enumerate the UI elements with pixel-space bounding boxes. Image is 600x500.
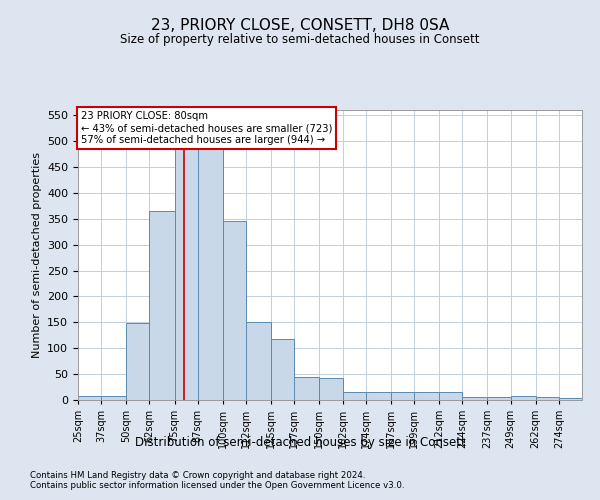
Bar (559, 398, 582, 400)
Bar (223, 222, 246, 400)
Bar (149, 211, 175, 400)
Bar (271, 339, 294, 400)
Bar (294, 376, 319, 400)
Bar (78, 396, 101, 400)
Text: 23, PRIORY CLOSE, CONSETT, DH8 0SA: 23, PRIORY CLOSE, CONSETT, DH8 0SA (151, 18, 449, 32)
Bar (246, 322, 271, 400)
Bar (126, 324, 149, 400)
Text: Contains HM Land Registry data © Crown copyright and database right 2024.
Contai: Contains HM Land Registry data © Crown c… (30, 470, 404, 490)
Text: 23 PRIORY CLOSE: 80sqm
← 43% of semi-detached houses are smaller (723)
57% of se: 23 PRIORY CLOSE: 80sqm ← 43% of semi-det… (80, 112, 332, 144)
Bar (101, 396, 126, 400)
Bar (319, 378, 343, 400)
Bar (343, 392, 366, 400)
Text: Size of property relative to semi-detached houses in Consett: Size of property relative to semi-detach… (120, 32, 480, 46)
Bar (366, 392, 391, 400)
Bar (175, 146, 198, 400)
Bar (439, 392, 462, 400)
Bar (462, 398, 487, 400)
Y-axis label: Number of semi-detached properties: Number of semi-detached properties (32, 152, 41, 358)
Bar (198, 146, 223, 400)
Bar (536, 398, 559, 400)
Bar (487, 398, 511, 400)
Bar (511, 396, 536, 400)
Bar (414, 392, 439, 400)
Text: Distribution of semi-detached houses by size in Consett: Distribution of semi-detached houses by … (134, 436, 466, 449)
Bar (391, 392, 414, 400)
